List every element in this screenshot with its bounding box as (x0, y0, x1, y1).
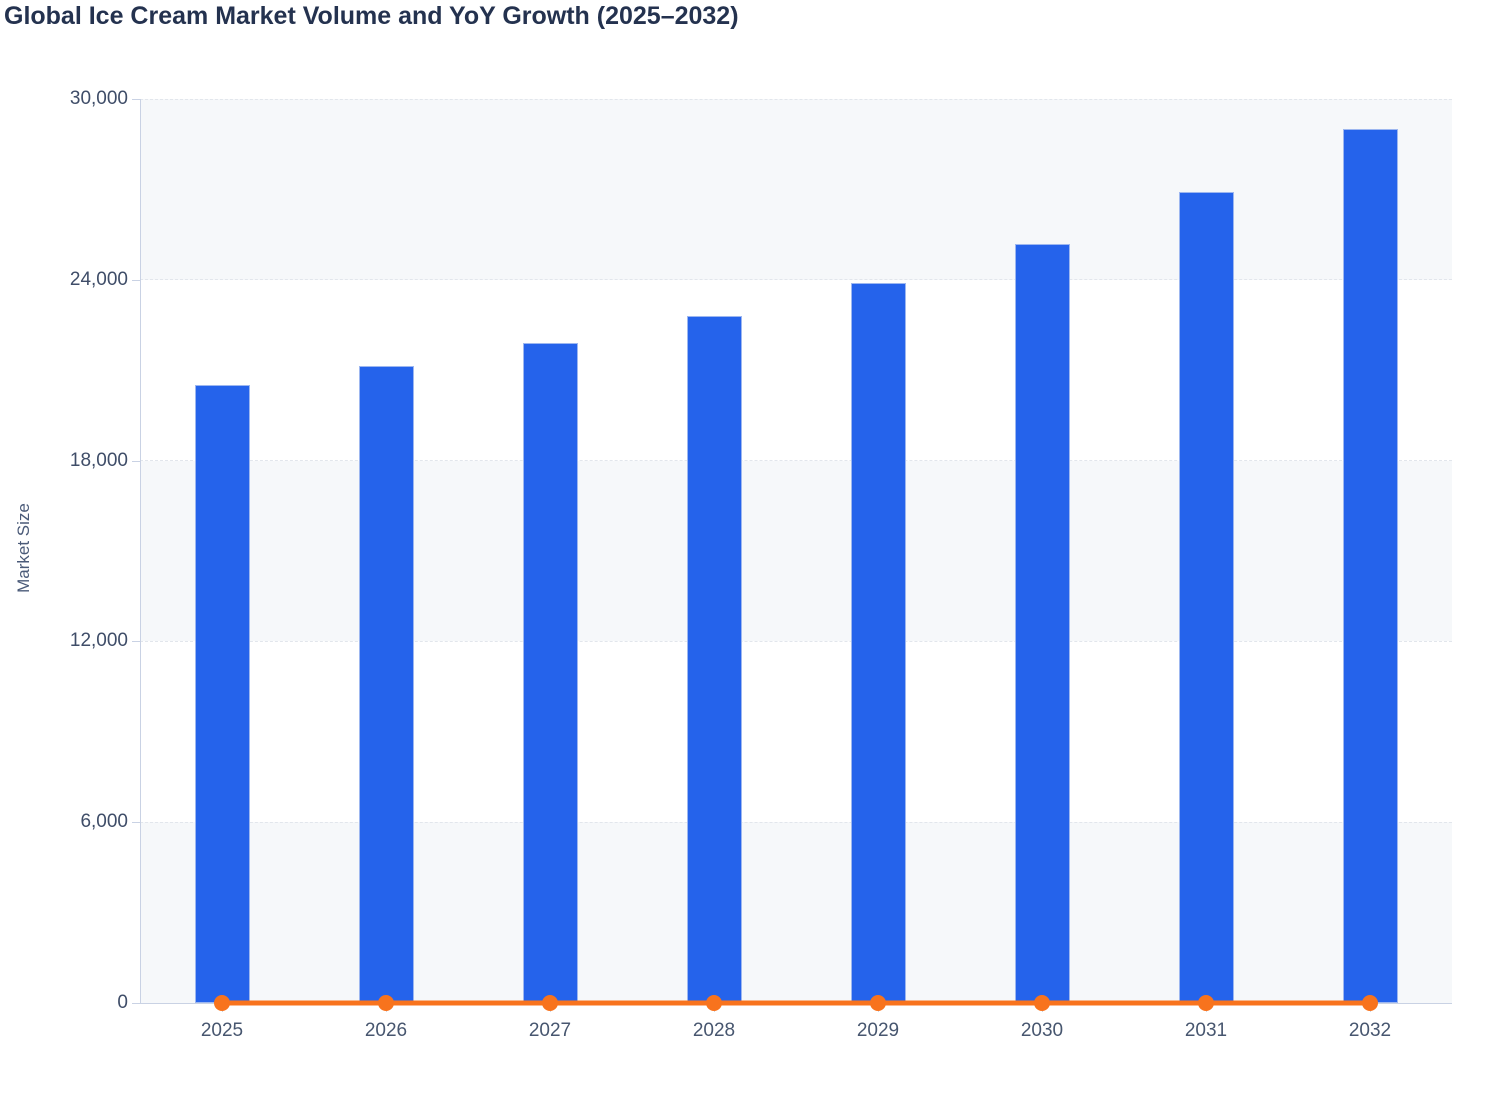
y-tick-mark (132, 641, 140, 643)
bar-2027[interactable] (522, 343, 578, 1003)
bar-2028[interactable] (686, 315, 742, 1003)
y-tick-label: 12,000 (69, 630, 128, 652)
plot-band (140, 460, 1452, 642)
x-tick-label-2026: 2026 (364, 1020, 408, 1041)
x-tick-label-2029: 2029 (856, 1020, 900, 1041)
plot-band (140, 99, 1452, 280)
y-gridline (140, 821, 1452, 823)
x-tick-mark (222, 1004, 223, 1012)
x-tick-mark (878, 1004, 879, 1012)
x-tick-label-2027: 2027 (528, 1020, 572, 1041)
y-tick-label: 18,000 (69, 449, 128, 471)
x-tick-mark (1206, 1004, 1207, 1012)
x-tick-label-2031: 2031 (1184, 1020, 1228, 1041)
x-tick-label-2028: 2028 (692, 1020, 736, 1041)
y-axis-line (140, 99, 141, 1003)
y-axis-title: Market Size (14, 503, 33, 593)
x-tick-mark (550, 1004, 551, 1012)
y-tick-label: 6,000 (80, 811, 128, 833)
y-gridline (140, 98, 1452, 100)
bar-2029[interactable] (850, 282, 906, 1003)
y-tick-label: 0 (117, 992, 128, 1013)
x-tick-mark (1042, 1004, 1043, 1012)
plot-band (140, 279, 1452, 461)
plot-band (140, 641, 1452, 823)
bar-2032[interactable] (1342, 129, 1398, 1003)
bar-2026[interactable] (358, 365, 414, 1003)
x-tick-label-2032: 2032 (1348, 1020, 1392, 1041)
y-tick-label: 24,000 (69, 268, 128, 290)
plot-band (140, 822, 1452, 1003)
chart-title: Global Ice Cream Market Volume and YoY G… (4, 2, 739, 30)
y-gridline (140, 460, 1452, 462)
x-tick-mark (1370, 1004, 1371, 1012)
y-tick-mark (132, 1003, 140, 1004)
y-gridline (140, 279, 1452, 281)
x-tick-label-2030: 2030 (1020, 1020, 1064, 1041)
x-tick-label-2025: 2025 (200, 1020, 244, 1041)
bar-2025[interactable] (194, 385, 250, 1003)
bar-2030[interactable] (1014, 243, 1070, 1003)
y-tick-label: 30,000 (69, 88, 128, 109)
bar-2031[interactable] (1178, 192, 1234, 1003)
x-axis-line (140, 1003, 1452, 1004)
x-tick-mark (714, 1004, 715, 1012)
y-tick-mark (132, 460, 140, 462)
x-tick-mark (386, 1004, 387, 1012)
y-gridline (140, 640, 1452, 642)
y-tick-mark (132, 279, 140, 281)
y-tick-mark (132, 99, 140, 100)
y-tick-mark (132, 822, 140, 824)
